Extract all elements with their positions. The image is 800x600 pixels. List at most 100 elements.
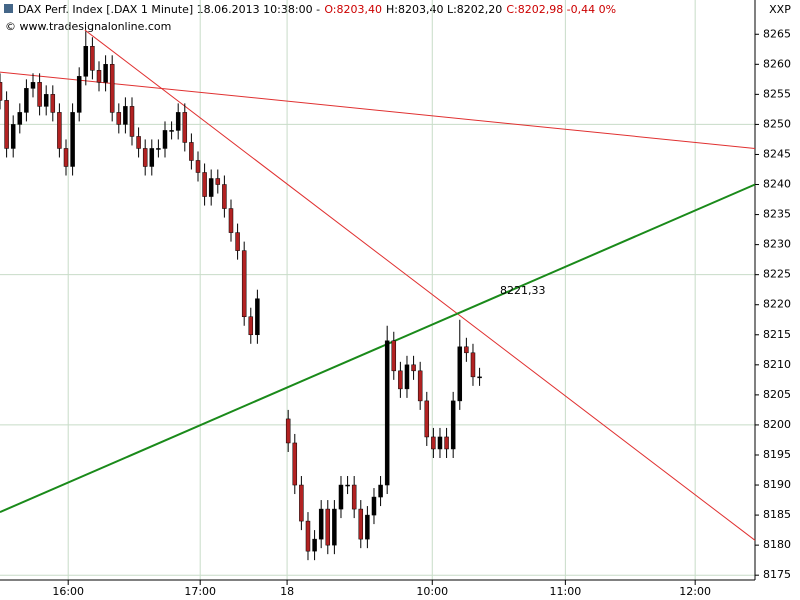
candle-body <box>365 514 370 540</box>
candle-body <box>90 46 95 71</box>
x-tick-label: 17:00 <box>184 585 216 598</box>
candle-body <box>444 436 449 450</box>
header-part: O:8203,40 <box>324 3 382 16</box>
candle-body <box>318 508 324 540</box>
y-tick-label: 8205 <box>763 388 791 401</box>
candle-body <box>96 70 102 83</box>
candle-body <box>103 64 108 83</box>
candle-body <box>332 508 337 546</box>
candle-body <box>50 94 56 113</box>
corner-label: XXP <box>769 3 791 16</box>
candle-body <box>149 148 155 167</box>
x-tick-label: 12:00 <box>679 585 711 598</box>
candle-body <box>358 508 364 540</box>
candle-body <box>477 376 482 379</box>
candle-body <box>189 142 194 161</box>
candle-body <box>404 364 410 390</box>
candle-body <box>411 364 416 372</box>
candle-body <box>30 82 36 89</box>
candle-body <box>255 298 260 336</box>
candle-body <box>162 130 168 149</box>
candle-body <box>169 130 174 132</box>
candle-body <box>398 370 403 390</box>
candle-body <box>202 172 207 197</box>
y-tick-label: 8250 <box>763 117 791 130</box>
candle-body <box>182 112 188 143</box>
candle-body <box>195 160 201 173</box>
trendline <box>0 71 756 149</box>
y-tick-label: 8245 <box>763 147 791 160</box>
candle-body <box>208 178 214 197</box>
x-tick-label: 11:00 <box>550 585 582 598</box>
candle-body <box>0 82 3 101</box>
y-tick-label: 8210 <box>763 358 791 371</box>
y-tick-label: 8215 <box>763 328 791 341</box>
header-part: C:8202,98 -0,44 0% <box>506 3 616 16</box>
y-tick-label: 8190 <box>763 478 791 491</box>
y-tick-label: 8200 <box>763 418 791 431</box>
candle-body <box>424 400 430 438</box>
y-tick-label: 8225 <box>763 268 791 281</box>
y-tick-label: 8255 <box>763 87 791 100</box>
candle-body <box>235 232 240 251</box>
header: DAX Perf. Index [.DAX 1 Minute] 18.06.20… <box>18 3 616 16</box>
icon <box>4 4 13 13</box>
x-tick-label: 16:00 <box>52 585 84 598</box>
y-tick-label: 8195 <box>763 448 791 461</box>
candle-body <box>76 76 82 113</box>
y-tick-label: 8265 <box>763 27 791 40</box>
candle-body <box>292 442 298 486</box>
trendline <box>0 183 756 514</box>
candle-body <box>63 148 69 167</box>
header-part: H:8203,40 L:8202,20 <box>386 3 502 16</box>
x-tick-label: 18 <box>280 585 294 598</box>
candle-body <box>57 112 62 149</box>
candle-body <box>37 82 42 107</box>
y-tick-label: 8235 <box>763 208 791 221</box>
y-tick-label: 8230 <box>763 238 791 251</box>
x-tick-label: 10:00 <box>416 585 448 598</box>
candle-body <box>228 208 234 233</box>
candle-body <box>129 106 135 137</box>
trendline-label: 8221,33 <box>500 284 546 297</box>
y-tick-label: 8260 <box>763 57 791 70</box>
candle-body <box>371 496 377 516</box>
candle-body <box>312 538 317 552</box>
candle-body <box>116 112 122 125</box>
candle-body <box>338 484 344 510</box>
candle-body <box>345 484 350 487</box>
candle-body <box>17 112 23 125</box>
candle-body <box>83 46 89 77</box>
candle-body <box>384 340 390 486</box>
copyright: © www.tradesignalonline.com <box>5 20 171 33</box>
y-tick-label: 8220 <box>763 298 791 311</box>
candle-body <box>24 88 29 113</box>
candle-body <box>464 346 469 354</box>
candle-body <box>248 316 254 336</box>
candle-body <box>109 64 115 113</box>
candle-body <box>70 112 75 167</box>
y-tick-label: 8180 <box>763 538 791 551</box>
candle-body <box>417 370 423 402</box>
candle-body <box>305 520 311 552</box>
y-tick-label: 8185 <box>763 508 791 521</box>
header-part: DAX Perf. Index [.DAX 1 Minute] 18.06.20… <box>18 3 320 16</box>
candle-body <box>431 436 436 450</box>
candle-body <box>142 148 148 167</box>
candle-body <box>175 112 181 131</box>
candle-body <box>43 94 49 107</box>
candle-body <box>10 124 16 149</box>
candle-body <box>450 400 456 450</box>
candle-body <box>222 184 227 209</box>
candle-body <box>123 106 128 125</box>
y-tick-label: 8175 <box>763 568 791 581</box>
candle-body <box>299 484 304 522</box>
candle-body <box>437 436 443 450</box>
candle-body <box>391 340 397 372</box>
candle-body <box>136 136 141 149</box>
candle-body <box>457 346 463 402</box>
candle-body <box>241 250 247 317</box>
candle-body <box>285 418 291 444</box>
